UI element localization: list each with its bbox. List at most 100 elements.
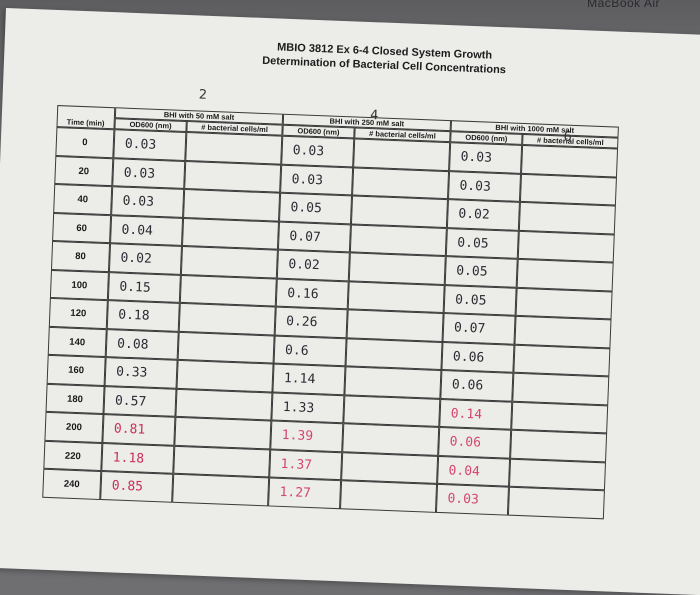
od-value: 0.03 [292, 143, 325, 160]
od-cell: 0.6 [273, 335, 347, 367]
time-cell: 120 [48, 297, 108, 329]
document-title: MBIO 3812 Ex 6-4 Closed System Growth De… [234, 39, 535, 78]
od-value: 0.03 [122, 193, 155, 210]
cells-cell [345, 337, 443, 370]
cells-cell [173, 445, 271, 478]
cells-cell [519, 173, 617, 206]
od-cell: 0.03 [280, 164, 354, 196]
od-header-1-text: OD600 (nm) [297, 126, 340, 137]
od-header-2-text: OD600 (nm) [465, 132, 508, 144]
od-cell: 0.07 [442, 313, 516, 345]
od-cell: 0.81 [102, 414, 176, 446]
od-cell: 0.06 [441, 341, 515, 373]
time-cell: 40 [53, 183, 113, 215]
od-cell: 0.05 [444, 256, 518, 288]
cells-cell [185, 132, 283, 165]
od-cell: 0.02 [108, 243, 182, 275]
od-value: 0.16 [286, 285, 319, 302]
macbook-label: MacBook Air [587, 0, 660, 10]
time-cell: 240 [42, 468, 102, 500]
cells-cell [349, 223, 447, 257]
od-cell: 1.18 [101, 442, 175, 474]
time-cell-text: 120 [70, 307, 87, 320]
time-cell: 100 [49, 269, 109, 301]
time-header: Time (min) [56, 105, 116, 130]
od-cell: 0.03 [281, 135, 355, 167]
time-cell-text: 220 [64, 450, 81, 462]
od-value: 0.14 [450, 405, 483, 423]
cells-cell [353, 138, 451, 171]
od-cell: 0.04 [110, 214, 184, 246]
od-value: 0.33 [115, 364, 148, 381]
od-cell: 0.26 [274, 306, 348, 338]
cells-cell [521, 144, 619, 178]
od-cell: 0.07 [277, 221, 351, 253]
cells-cell [347, 280, 445, 314]
cells-cell [511, 401, 609, 434]
od-cell: 0.18 [106, 300, 180, 332]
time-cell-text: 240 [63, 478, 80, 491]
cells-cell [517, 230, 615, 263]
time-cell: 200 [44, 411, 104, 443]
od-cell: 0.02 [276, 249, 350, 281]
od-value: 0.03 [291, 171, 324, 188]
od-value: 0.04 [448, 462, 481, 480]
od-value: 0.05 [454, 291, 487, 309]
od-value: 0.03 [123, 165, 156, 182]
od-value: 0.04 [121, 222, 154, 239]
od-cell: 0.03 [111, 186, 185, 218]
cells-cell [350, 195, 448, 228]
od-cell: 0.15 [107, 271, 181, 303]
od-value: 0.26 [285, 313, 318, 331]
od-cell: 0.04 [437, 455, 511, 487]
od-value: 0.05 [290, 200, 323, 217]
time-cell: 0 [55, 127, 115, 158]
od-cell: 0.06 [438, 426, 512, 459]
cells-cell [508, 458, 607, 491]
od-cell: 0.16 [275, 278, 349, 310]
column-number-1: 2 [198, 87, 208, 103]
od-value: 0.03 [447, 491, 480, 508]
od-value: 0.15 [119, 279, 151, 296]
od-cell: 0.05 [445, 227, 519, 259]
od-cell: 0.08 [105, 328, 179, 360]
od-cell: 1.33 [271, 392, 345, 424]
cells-cell [172, 473, 270, 506]
cells-cell [343, 394, 441, 427]
od-value: 1.27 [279, 484, 312, 502]
time-cell-text: 80 [75, 250, 87, 263]
od-value: 0.85 [111, 478, 144, 495]
time-cell: 220 [43, 440, 103, 471]
od-cell: 0.33 [104, 357, 178, 389]
time-cell-text: 40 [77, 193, 89, 206]
time-cell: 60 [52, 212, 112, 244]
od-value: 0.57 [114, 392, 147, 410]
cells-cell [344, 366, 442, 399]
cells-cell [176, 359, 274, 393]
od-value: 0.02 [458, 206, 491, 223]
cells-cell [184, 160, 282, 193]
od-value: 0.02 [288, 257, 320, 274]
od-value: 0.07 [289, 228, 322, 245]
time-cell: 180 [45, 383, 105, 415]
od-cell: 1.37 [269, 448, 343, 481]
cells-cell [514, 315, 612, 348]
od-value: 0.81 [113, 421, 146, 438]
cells-cell [181, 217, 280, 250]
cells-cell [352, 166, 450, 200]
od-value: 0.05 [457, 235, 489, 252]
time-cell-text: 200 [65, 421, 83, 434]
od-value: 0.03 [124, 136, 157, 153]
time-cell: 160 [46, 354, 106, 386]
cells-cell [174, 416, 272, 449]
od-cell: 0.06 [440, 369, 514, 402]
od-value: 1.39 [281, 427, 314, 445]
od-value: 0.08 [116, 336, 149, 353]
cells-cell [515, 287, 613, 320]
time-cell-text: 100 [71, 279, 88, 291]
cells-cell [513, 344, 611, 377]
od-cell: 1.39 [270, 420, 344, 452]
od-value: 1.37 [280, 456, 313, 473]
cells-cell [348, 252, 446, 285]
time-cell-text: 180 [66, 393, 84, 405]
